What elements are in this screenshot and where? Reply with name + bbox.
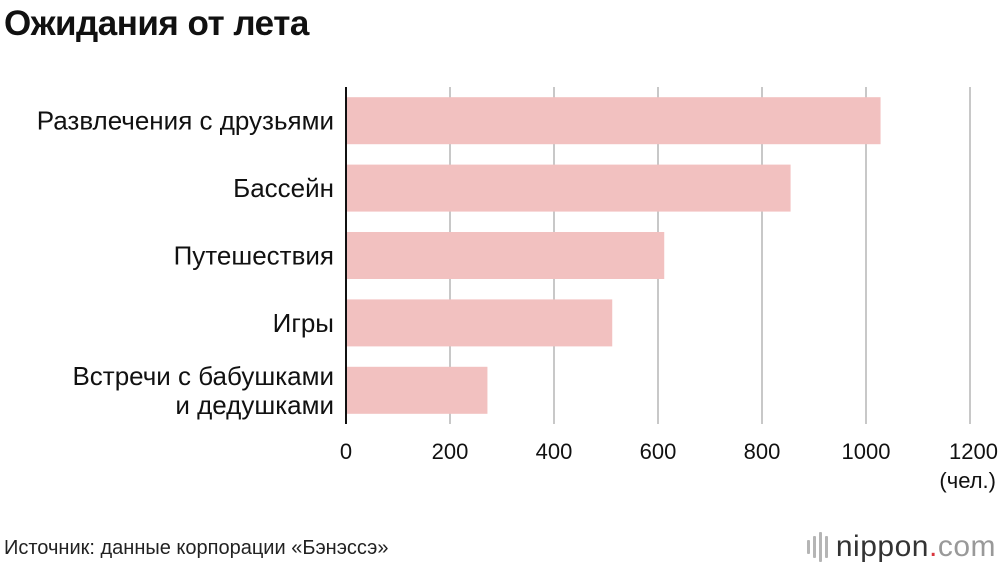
x-tick-label: 1000 [842,439,891,464]
category-label: Развлечения с друзьями [37,106,334,136]
bar-chart: Развлечения с друзьями Бассейн Путешествия… [37,87,998,493]
logo-text: nippon.com [835,530,996,563]
category-label-line: Развлечения с друзьями [37,106,334,136]
bar [346,97,881,145]
x-tick-label: 400 [536,439,573,464]
bar [346,366,488,414]
category-label: Встречи с бабушками и дедушками [72,361,334,420]
x-tick-label: 1200 [949,439,998,464]
category-label-line: Бассейн [233,173,334,203]
category-label: Игры [273,308,334,338]
category-label-line: Встречи с бабушками [72,361,334,391]
x-axis-unit: (чел.) [939,468,996,493]
x-tick-label: 0 [340,439,352,464]
category-labels: Развлечения с друзьями Бассейн Путешествия… [37,106,334,420]
bar [346,164,791,212]
x-tick-labels: 0 200 400 600 800 1000 1200 [340,439,998,464]
bar [346,232,665,279]
category-label-line: Игры [273,308,334,338]
category-label: Бассейн [233,173,334,203]
bar [346,299,613,347]
bars [346,97,881,414]
category-label-line: и дедушками [175,390,334,420]
logo-bars-icon [806,532,828,562]
x-tick-label: 800 [744,439,781,464]
chart-title: Ожидания от лета [4,4,309,43]
category-label: Путешествия [174,241,334,271]
x-tick-label: 600 [640,439,677,464]
nippon-logo: nippon.com [806,530,996,564]
x-tick-label: 200 [432,439,469,464]
category-label-line: Путешествия [174,241,334,271]
source-note: Источник: данные корпорации «Бэнэссэ» [4,537,389,559]
